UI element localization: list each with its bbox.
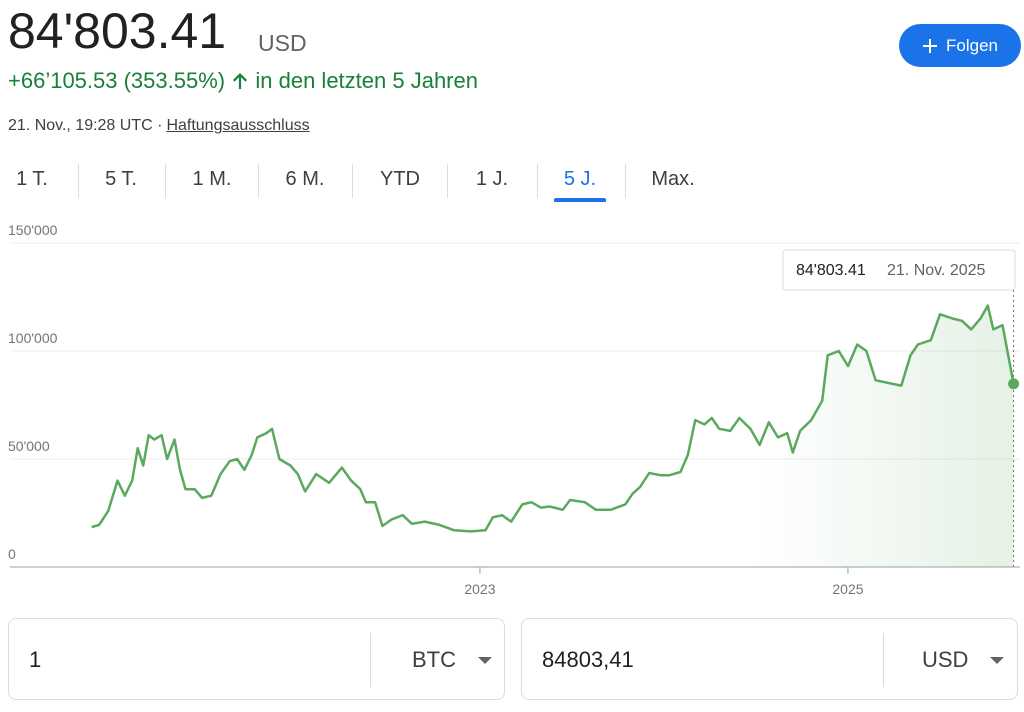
to-field[interactable]: 84803,41 USD (521, 618, 1018, 700)
to-unit[interactable]: USD (922, 647, 969, 672)
change-value: +66’105.53 (353.55%) (8, 68, 226, 94)
range-tab[interactable]: 6 M. (285, 168, 325, 190)
from-unit[interactable]: BTC (412, 647, 456, 672)
follow-button[interactable]: Folgen (899, 24, 1021, 67)
separator (370, 633, 371, 687)
tab-divider (165, 164, 166, 198)
range-tab[interactable]: 5 J. (563, 168, 597, 190)
tooltip-box (782, 249, 1016, 291)
timestamp: 21. Nov., 19:28 UTC · (8, 117, 163, 134)
area (91, 305, 1014, 567)
change-suffix: in den letzten 5 Jahren (255, 68, 478, 94)
tab-divider (625, 164, 626, 198)
active-underline (554, 198, 606, 202)
dropdown-arrow[interactable] (478, 657, 492, 664)
range-tab[interactable]: Max. (651, 168, 695, 190)
timestamp-row: 21. Nov., 19:28 UTC · Haftungsausschluss (8, 117, 310, 135)
range-tab[interactable]: YTD (380, 168, 420, 190)
tooltip-value: 84'803.41 (796, 262, 866, 279)
y-tick-label: 100'000 (8, 330, 58, 346)
y-tick-label: 150'000 (8, 222, 58, 238)
range-tab[interactable]: 5 T. (105, 168, 137, 190)
separator (883, 633, 884, 687)
chart: 0 50'000 100'000 150'000 2023 2025 84'803.41 21… (8, 222, 1020, 597)
from-field[interactable]: 1 BTC (8, 618, 505, 700)
y-tick-label: 0 (8, 546, 16, 562)
tab-divider (78, 164, 79, 198)
up-arrow (233, 73, 248, 90)
y-tick-label: 50'000 (8, 438, 50, 454)
price: 84'803.41 (8, 3, 227, 59)
x-tick-label: 2023 (464, 581, 495, 597)
tab-divider (447, 164, 448, 198)
range-tab[interactable]: 1 T. (16, 168, 48, 190)
tab-divider (352, 164, 353, 198)
change: +66’105.53 (353.55%) in den letzten 5 Ja… (8, 67, 478, 94)
from-amount[interactable]: 1 (29, 647, 42, 672)
tab-divider (537, 164, 538, 198)
end-dot (1008, 378, 1020, 390)
x-tick-label: 2025 (832, 581, 863, 597)
range-tab[interactable]: 1 M. (192, 168, 232, 190)
disclaimer-link[interactable]: Haftungsausschluss (166, 117, 310, 134)
tooltip-date: 21. Nov. 2025 (887, 262, 986, 279)
tab-divider (258, 164, 259, 198)
dropdown-arrow[interactable] (990, 657, 1004, 664)
currency: USD (258, 30, 307, 56)
range-tab[interactable]: 1 J. (475, 168, 509, 190)
price-line (91, 304, 1015, 533)
to-amount[interactable]: 84803,41 (542, 647, 634, 672)
follow-label: Folgen (946, 35, 998, 55)
plus-icon (923, 38, 937, 53)
